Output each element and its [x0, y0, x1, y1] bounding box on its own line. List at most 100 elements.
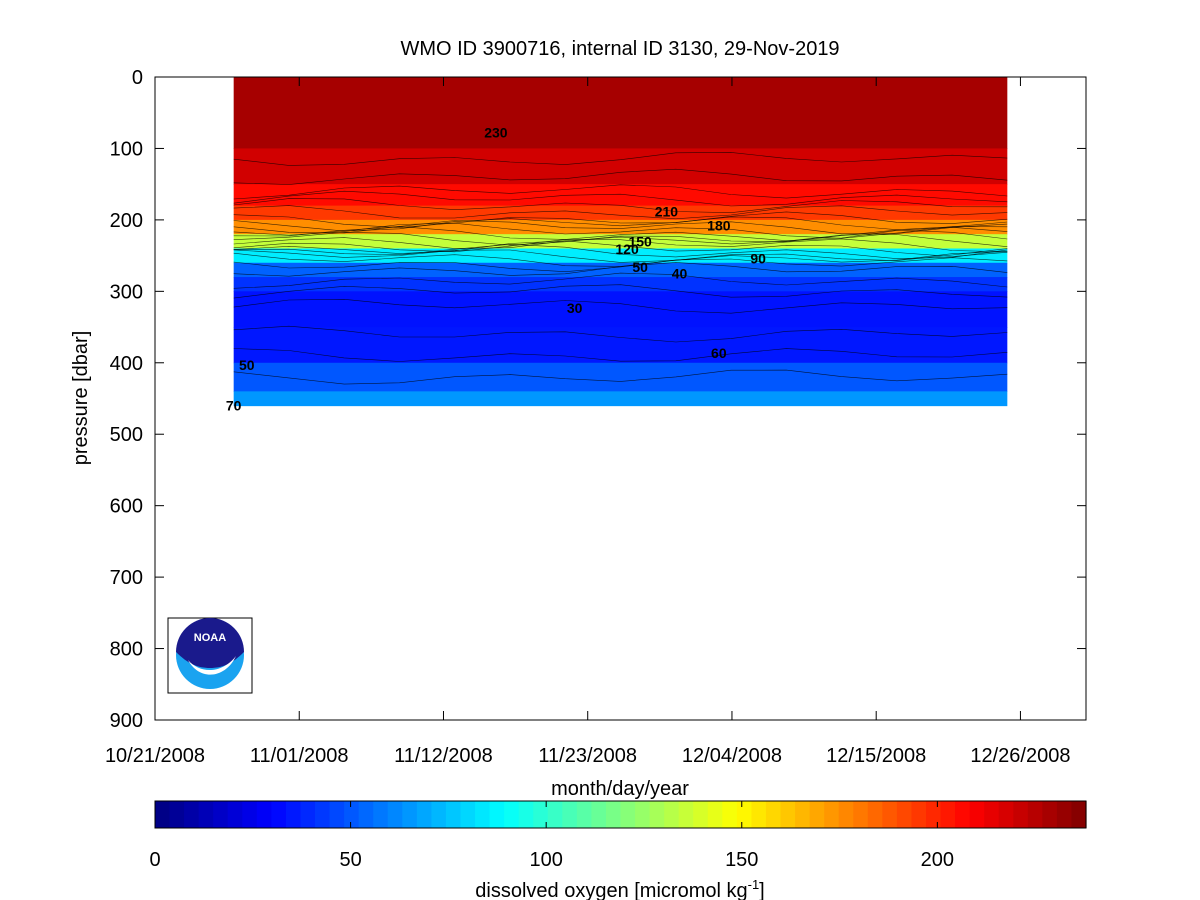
- colorbar-swatch: [722, 801, 738, 828]
- colorbar-swatch: [1056, 801, 1073, 828]
- logo-text: NOAA: [194, 632, 226, 644]
- colorbar-swatch: [387, 801, 403, 828]
- colorbar-swatch: [431, 801, 447, 828]
- axes-box: [154, 76, 1087, 721]
- contour-line: [233, 298, 1008, 314]
- oxygen-band: [233, 362, 1008, 392]
- y-tick-label: 600: [110, 496, 143, 518]
- colorbar-swatch: [969, 801, 985, 828]
- contour-line: [233, 243, 1008, 260]
- colorbar-swatch: [649, 801, 665, 828]
- colorbar-swatch: [635, 801, 651, 828]
- colorbar-tick-label: 200: [921, 849, 954, 871]
- contour-label: 70: [226, 398, 242, 414]
- contour-line: [233, 216, 1008, 232]
- colorbar-tick-label: 100: [529, 849, 562, 871]
- colorbar-swatch: [547, 801, 563, 828]
- colorbar-swatch: [911, 801, 927, 828]
- colorbar-label-main: dissolved oxygen [micromol kg: [475, 880, 747, 900]
- colorbar-swatch: [707, 801, 723, 828]
- y-tick-label: 300: [110, 281, 143, 303]
- colorbar-tick-label: 50: [339, 849, 361, 871]
- colorbar-swatch: [198, 801, 214, 828]
- x-tick-label: 10/21/2008: [105, 745, 205, 767]
- colorbar-swatch: [620, 801, 636, 828]
- colorbar-swatch: [955, 801, 971, 828]
- oxygen-band: [233, 77, 1008, 149]
- colorbar-swatch: [853, 801, 869, 828]
- contour-line: [233, 226, 1008, 242]
- oxygen-band: [233, 148, 1008, 185]
- contour-line: [233, 248, 1008, 263]
- contour-label: 30: [567, 300, 583, 316]
- contour-line: [233, 369, 1008, 385]
- noaa-logo: NOAA: [167, 617, 253, 694]
- contour-line: [233, 348, 1008, 362]
- colorbar-swatch: [780, 801, 796, 828]
- colorbar-swatch: [227, 801, 243, 828]
- x-axis-label: month/day/year: [551, 778, 689, 800]
- y-tick-label: 700: [110, 567, 143, 589]
- contour-line: [233, 272, 1008, 289]
- colorbar-label-end: ]: [759, 880, 765, 900]
- colorbar-label-sup: -1: [748, 877, 760, 892]
- colorbar-swatch: [824, 801, 840, 828]
- contour-line: [233, 229, 1008, 246]
- colorbar-swatch: [373, 801, 389, 828]
- colorbar-swatch: [344, 801, 360, 828]
- colorbar-swatch: [256, 801, 272, 828]
- colorbar-swatch: [155, 801, 171, 828]
- contour-line: [233, 238, 1008, 253]
- x-tick-label: 12/26/2008: [970, 745, 1070, 767]
- colorbar-swatch: [300, 801, 316, 828]
- colorbar-swatch: [591, 801, 607, 828]
- colorbar-swatch: [460, 801, 476, 828]
- colorbar-swatch: [504, 801, 520, 828]
- x-tick-label: 12/04/2008: [682, 745, 782, 767]
- colorbar-label: dissolved oxygen [micromol kg-1]: [475, 877, 764, 900]
- colorbar-swatch: [998, 801, 1014, 828]
- x-tick-label: 11/12/2008: [394, 745, 493, 767]
- contour-line: [233, 234, 1008, 249]
- contour-label: 90: [750, 250, 766, 266]
- colorbar-swatch: [984, 801, 1000, 828]
- colorbar-swatch: [867, 801, 883, 828]
- colorbar-swatch: [882, 801, 898, 828]
- colorbar-swatch: [445, 801, 462, 828]
- colorbar-swatch: [562, 801, 578, 828]
- colorbar-swatch: [1013, 801, 1029, 828]
- colorbar-swatch: [475, 801, 491, 828]
- chart-title: WMO ID 3900716, internal ID 3130, 29-Nov…: [400, 38, 839, 60]
- y-axis-label: pressure [dbar]: [70, 331, 92, 466]
- oxygen-band: [233, 184, 1008, 207]
- contour-line: [233, 262, 1008, 277]
- colorbar-swatch: [329, 801, 345, 828]
- oxygen-band: [233, 205, 1008, 221]
- y-tick-label: 400: [110, 353, 143, 375]
- colorbar-swatch: [533, 801, 549, 828]
- contour-line: [233, 190, 1008, 207]
- colorbar-swatch: [576, 801, 593, 828]
- contour-label: 180: [707, 218, 731, 234]
- contour-label: 60: [711, 345, 727, 361]
- colorbar-swatch: [664, 801, 680, 828]
- contour-line: [233, 168, 1008, 185]
- y-tick-label: 0: [132, 67, 143, 89]
- oxygen-band: [233, 391, 1008, 407]
- colorbar-swatch: [765, 801, 782, 828]
- contour-label: 230: [484, 125, 508, 141]
- y-tick-label: 500: [110, 424, 143, 446]
- contour-label: 150: [628, 233, 652, 249]
- colorbar-swatch: [809, 801, 825, 828]
- contour-label: 40: [672, 265, 688, 281]
- colorbar-swatch: [416, 801, 432, 828]
- colorbar-swatch: [402, 801, 418, 828]
- x-tick-label: 12/15/2008: [826, 745, 926, 767]
- logo-gull: [188, 656, 236, 675]
- colorbar-frame: [154, 800, 1087, 829]
- contour-label: 50: [632, 259, 648, 275]
- colorbar-swatch: [213, 801, 229, 828]
- colorbar-swatch: [940, 801, 956, 828]
- colorbar-swatch: [358, 801, 374, 828]
